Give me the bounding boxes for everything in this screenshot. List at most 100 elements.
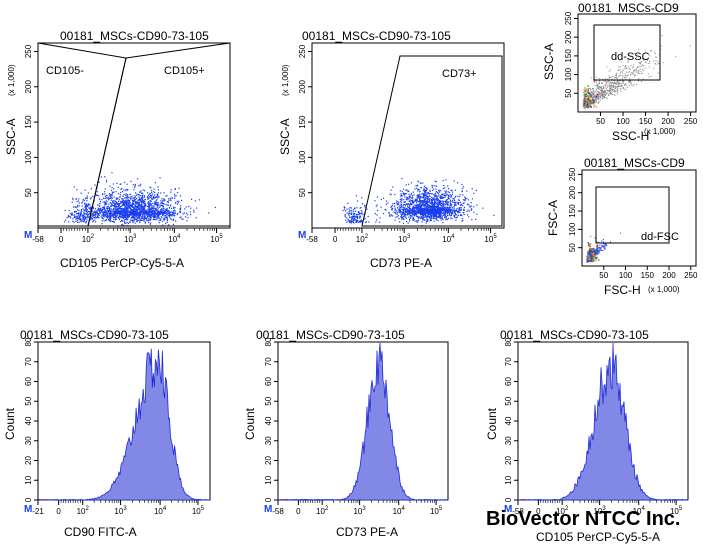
scatter-dot xyxy=(68,209,70,212)
scatter-dot xyxy=(449,211,452,213)
scatter-dot xyxy=(124,222,126,224)
scatter-dot xyxy=(163,192,165,194)
scatter-dot xyxy=(136,218,138,220)
scatter-dot xyxy=(177,202,180,204)
scatter-dot xyxy=(95,212,97,214)
scatter-dot xyxy=(154,215,156,217)
scatter-dot xyxy=(95,221,97,223)
scatter-dot xyxy=(120,213,122,216)
scatter-dot xyxy=(130,204,132,206)
scatter-dot xyxy=(434,196,436,198)
scatter-dot xyxy=(344,214,346,216)
scatter-dot xyxy=(118,211,120,214)
scatter-dot xyxy=(461,183,463,186)
scatter-dot xyxy=(624,65,626,67)
scatter-dot xyxy=(139,198,142,201)
scatter-dot xyxy=(449,207,452,209)
scatter-dot xyxy=(428,195,431,197)
scatter-dot xyxy=(600,244,602,246)
scatter-dot xyxy=(613,82,615,84)
scatter-dot xyxy=(439,213,441,215)
scatter-dot xyxy=(402,218,404,220)
scatter-dot xyxy=(438,216,440,218)
scatter-dot xyxy=(448,214,451,216)
scatter-dot xyxy=(600,86,602,88)
scatter-dot xyxy=(121,209,123,211)
scatter-dot xyxy=(431,201,433,203)
scatter-dot xyxy=(185,206,187,208)
scatter-dot xyxy=(129,214,132,216)
scatter-dot xyxy=(131,205,134,207)
scatter-dot xyxy=(104,188,106,190)
scatter-dot xyxy=(593,92,595,94)
scatter-dot xyxy=(642,78,644,80)
scatter-dot xyxy=(151,213,154,215)
scatter-dot xyxy=(77,212,80,214)
scatter-dot xyxy=(180,205,182,207)
scatter-dot xyxy=(421,212,424,214)
scatter-dot xyxy=(124,206,126,208)
scatter-dot xyxy=(398,211,400,213)
scatter-dot xyxy=(135,205,138,208)
scatter-dot xyxy=(175,202,177,204)
scatter-dot xyxy=(401,217,404,219)
scatter-dot xyxy=(598,251,600,253)
scatter-dot xyxy=(406,198,408,200)
scatter-dot xyxy=(638,78,640,80)
scatter-dot xyxy=(607,90,609,92)
scatter-dot xyxy=(367,215,369,218)
scatter-dot xyxy=(110,194,112,196)
scatter-dot xyxy=(600,92,602,94)
scatter-dot xyxy=(624,73,626,75)
scatter-dot xyxy=(129,212,131,214)
scatter-dot xyxy=(103,205,105,207)
scatter-dot xyxy=(422,208,424,210)
scatter-dot xyxy=(69,217,72,219)
scatter-dot xyxy=(356,221,358,223)
scatter-dot xyxy=(422,196,424,198)
scatter-dot xyxy=(396,211,399,214)
scatter-dot xyxy=(142,215,144,217)
scatter-dot xyxy=(624,66,626,68)
scatter-dot xyxy=(77,215,79,217)
scatter-dot xyxy=(454,213,457,215)
scatter-dot xyxy=(433,205,435,207)
y-tick-label: 200 xyxy=(24,80,33,94)
scatter-dot xyxy=(476,213,478,215)
scatter-dot xyxy=(133,207,135,209)
scatter-dot xyxy=(140,190,142,192)
scatter-dot xyxy=(452,212,454,215)
scatter-dot xyxy=(649,55,651,57)
scatter-dot xyxy=(355,216,357,218)
scatter-dot xyxy=(459,201,462,204)
density-dot xyxy=(586,104,588,106)
scatter-dot xyxy=(438,208,441,210)
scatter-dot xyxy=(436,211,438,213)
density-dot xyxy=(583,89,586,91)
scatter-dot xyxy=(466,210,468,213)
scatter-dot xyxy=(80,213,82,215)
scatter-dot xyxy=(170,207,173,210)
scatter-dot xyxy=(141,215,143,217)
scatter-dot xyxy=(417,205,419,207)
scatter-dot xyxy=(404,201,406,203)
scatter-dot xyxy=(73,214,75,216)
scatter-dot xyxy=(133,207,136,210)
scatter-dot xyxy=(156,209,158,211)
scatter-dot xyxy=(111,172,113,174)
scatter-dot xyxy=(107,215,109,218)
scatter-dot xyxy=(447,203,449,205)
scatter-dot xyxy=(430,208,433,210)
scatter-dot xyxy=(396,216,398,218)
scatter-dot xyxy=(428,204,430,206)
scatter-dot xyxy=(86,204,88,207)
scatter-dot xyxy=(409,204,411,206)
scatter-dot xyxy=(107,214,109,216)
scatter-dot xyxy=(598,81,600,83)
scatter-dot xyxy=(431,207,433,209)
scatter-dot xyxy=(446,210,448,212)
scatter-dot xyxy=(437,212,439,214)
scatter-dot xyxy=(640,72,642,74)
scatter-dot xyxy=(443,214,445,216)
scatter-dot xyxy=(163,215,165,217)
